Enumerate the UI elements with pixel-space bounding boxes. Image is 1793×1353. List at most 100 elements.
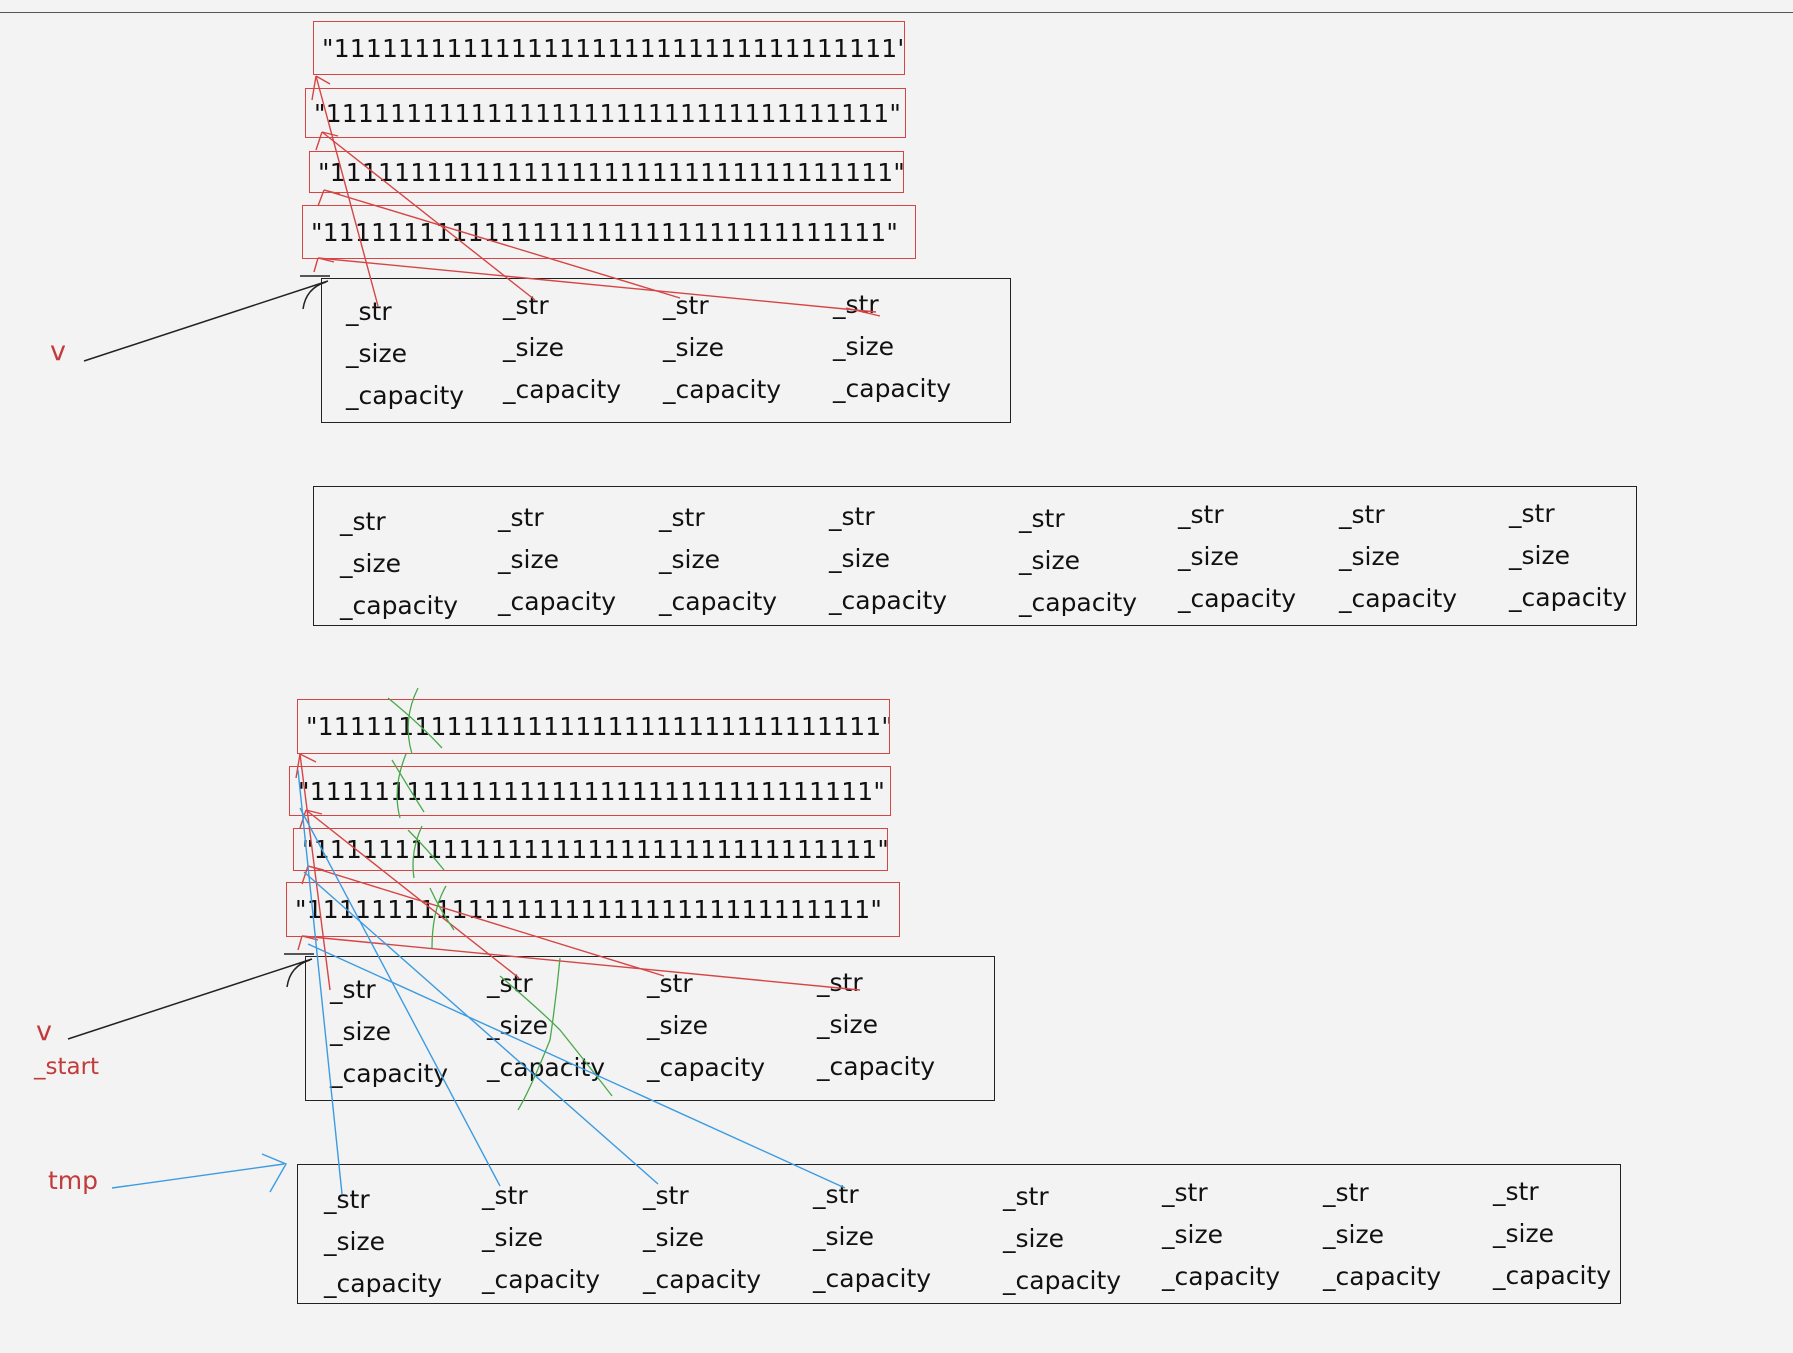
field-str: _str (498, 503, 544, 532)
element-7: _str _size _capacity (1493, 1171, 1653, 1297)
field-str: _str (817, 968, 863, 997)
field-str: _str (330, 975, 376, 1004)
field-capacity: _capacity (647, 1053, 766, 1082)
field-capacity: _capacity (643, 1265, 762, 1294)
field-str: _str (833, 290, 879, 319)
field-size: _size (330, 1017, 391, 1046)
field-size: _size (346, 339, 407, 368)
field-capacity: _capacity (330, 1059, 449, 1088)
field-capacity: _capacity (1493, 1261, 1612, 1290)
element-1: _str _size _capacity (487, 963, 647, 1089)
string-box-top-3: "11111111111111111111111111111111111" (309, 151, 904, 193)
field-size: _size (1003, 1224, 1064, 1253)
field-str: _str (324, 1185, 370, 1214)
field-capacity: _capacity (482, 1265, 601, 1294)
field-str: _str (1162, 1178, 1208, 1207)
field-capacity: _capacity (1339, 584, 1458, 613)
field-size: _size (1339, 542, 1400, 571)
string-box-bottom-2: "11111111111111111111111111111111111" (289, 766, 891, 816)
field-str: _str (813, 1180, 859, 1209)
field-capacity: _capacity (1019, 588, 1138, 617)
label-v-bottom: v (36, 1016, 52, 1047)
field-str: _str (482, 1181, 528, 1210)
field-size: _size (503, 333, 564, 362)
field-capacity: _capacity (487, 1053, 606, 1082)
field-size: _size (324, 1227, 385, 1256)
field-size: _size (833, 332, 894, 361)
field-str: _str (1019, 504, 1065, 533)
field-capacity: _capacity (340, 591, 459, 620)
field-size: _size (1019, 546, 1080, 575)
element-1: _str _size _capacity (482, 1175, 642, 1301)
field-str: _str (643, 1181, 689, 1210)
field-capacity: _capacity (1509, 583, 1628, 612)
label-tmp: tmp (48, 1166, 99, 1195)
vector-v-array: _str _size _capacity _str _size _capacit… (321, 278, 1011, 423)
field-size: _size (1493, 1219, 1554, 1248)
element-1: _str _size _capacity (503, 285, 663, 411)
field-size: _size (643, 1223, 704, 1252)
field-capacity: _capacity (1178, 584, 1297, 613)
vector-v-start-array: _str _size _capacity _str _size _capacit… (305, 956, 995, 1101)
field-size: _size (663, 333, 724, 362)
element-0: _str _size _capacity (346, 291, 506, 417)
field-capacity: _capacity (1162, 1262, 1281, 1291)
top-divider (0, 12, 1793, 13)
expanded-array: _str _size _capacity _str _size _capacit… (313, 486, 1637, 626)
field-size: _size (1178, 542, 1239, 571)
field-capacity: _capacity (346, 381, 465, 410)
element-0: _str _size _capacity (340, 501, 500, 627)
element-1: _str _size _capacity (498, 497, 658, 623)
element-2: _str _size _capacity (643, 1175, 803, 1301)
field-capacity: _capacity (324, 1269, 443, 1298)
element-6: _str _size _capacity (1323, 1172, 1483, 1298)
field-size: _size (340, 549, 401, 578)
label-start: _start (34, 1054, 100, 1080)
string-box-top-4: "11111111111111111111111111111111111" (302, 205, 916, 259)
field-capacity: _capacity (1003, 1266, 1122, 1295)
field-str: _str (1339, 500, 1385, 529)
field-str: _str (340, 507, 386, 536)
field-str: _str (663, 291, 709, 320)
field-str: _str (1003, 1182, 1049, 1211)
element-0: _str _size _capacity (324, 1179, 484, 1305)
field-str: _str (1178, 500, 1224, 529)
field-capacity: _capacity (833, 374, 952, 403)
field-size: _size (1323, 1220, 1384, 1249)
string-box-bottom-4: "11111111111111111111111111111111111" (286, 882, 900, 937)
field-str: _str (1323, 1178, 1369, 1207)
field-size: _size (659, 545, 720, 574)
field-size: _size (829, 544, 890, 573)
field-str: _str (659, 503, 705, 532)
element-0: _str _size _capacity (330, 969, 490, 1095)
field-str: _str (1493, 1177, 1539, 1206)
element-5: _str _size _capacity (1178, 494, 1338, 620)
element-4: _str _size _capacity (1003, 1176, 1163, 1302)
field-size: _size (1509, 541, 1570, 570)
field-capacity: _capacity (817, 1052, 936, 1081)
field-capacity: _capacity (663, 375, 782, 404)
field-size: _size (813, 1222, 874, 1251)
field-size: _size (1162, 1220, 1223, 1249)
element-2: _str _size _capacity (663, 285, 823, 411)
field-size: _size (817, 1010, 878, 1039)
element-5: _str _size _capacity (1162, 1172, 1322, 1298)
field-capacity: _capacity (498, 587, 617, 616)
element-3: _str _size _capacity (833, 284, 993, 410)
element-3: _str _size _capacity (829, 496, 989, 622)
element-3: _str _size _capacity (813, 1174, 973, 1300)
field-str: _str (829, 502, 875, 531)
string-box-top-1: "11111111111111111111111111111111111" (313, 21, 905, 75)
field-str: _str (1509, 499, 1555, 528)
string-box-bottom-1: "11111111111111111111111111111111111" (297, 699, 890, 754)
field-size: _size (647, 1011, 708, 1040)
element-7: _str _size _capacity (1509, 493, 1669, 619)
field-size: _size (482, 1223, 543, 1252)
field-capacity: _capacity (503, 375, 622, 404)
element-3: _str _size _capacity (817, 962, 977, 1088)
field-str: _str (647, 969, 693, 998)
field-size: _size (498, 545, 559, 574)
field-str: _str (503, 291, 549, 320)
field-capacity: _capacity (659, 587, 778, 616)
